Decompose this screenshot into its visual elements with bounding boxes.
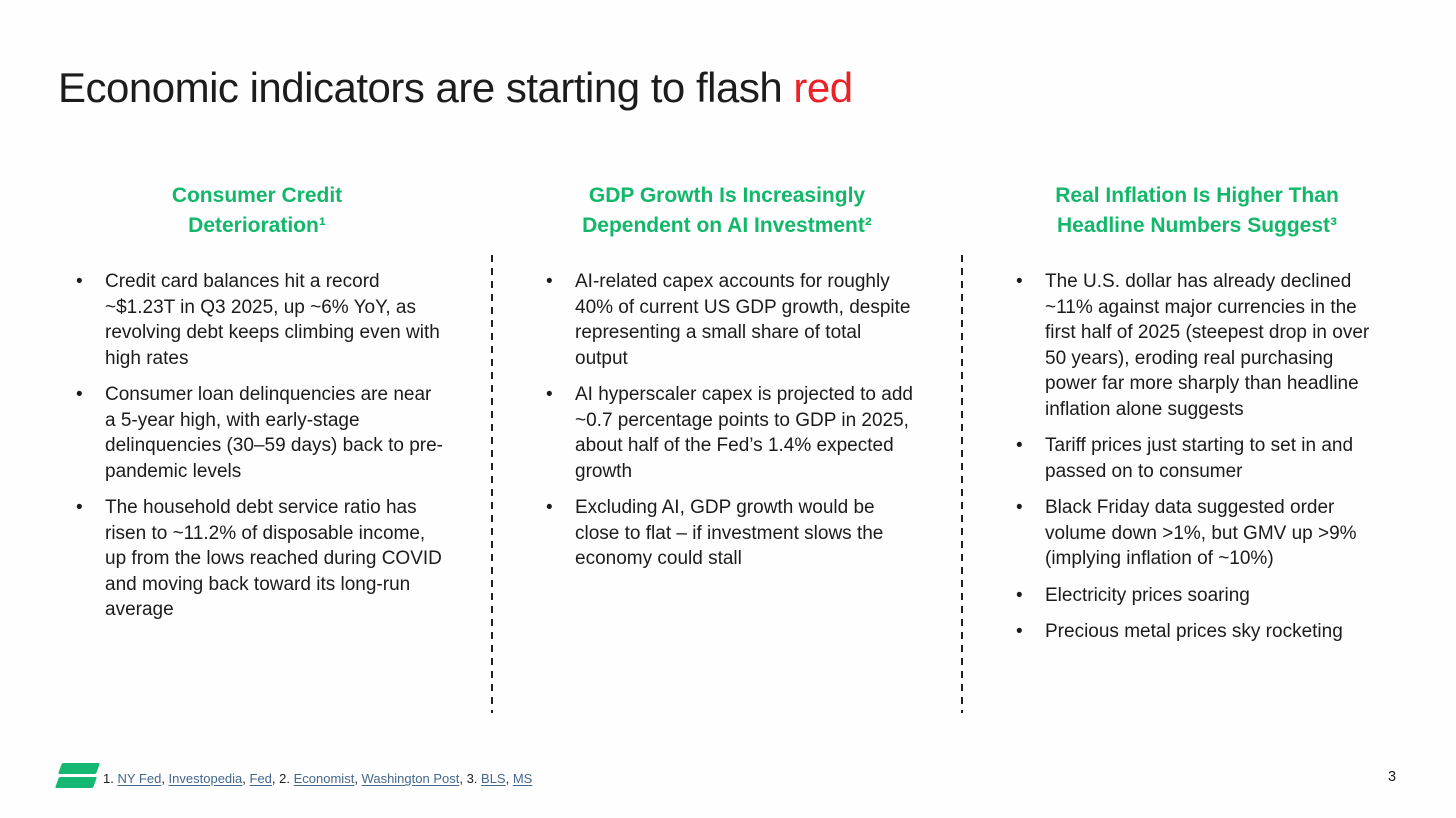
bullet-item: AI-related capex accounts for roughly 40… bbox=[492, 269, 962, 371]
slide-title-main: Economic indicators are starting to flas… bbox=[58, 64, 794, 111]
brand-equals-logo-icon bbox=[54, 763, 101, 790]
heading-line: Dependent on AI Investment² bbox=[582, 214, 872, 237]
slide-title: Economic indicators are starting to flas… bbox=[58, 64, 853, 112]
footnote-text: , bbox=[354, 771, 362, 786]
logo-bar-bottom bbox=[54, 777, 98, 788]
column-heading: Consumer Credit Deterioration¹ bbox=[22, 181, 492, 241]
footnote: 1. NY Fed, Investopedia, Fed, 2. Economi… bbox=[103, 771, 532, 786]
column-heading: Real Inflation Is Higher Than Headline N… bbox=[962, 181, 1432, 241]
footnote-text: , bbox=[505, 771, 513, 786]
column-heading: GDP Growth Is Increasingly Dependent on … bbox=[492, 181, 962, 241]
slide-title-highlight: red bbox=[793, 64, 853, 111]
column-consumer-credit: Consumer Credit Deterioration¹ Credit ca… bbox=[22, 181, 492, 634]
column-divider bbox=[491, 255, 493, 713]
footnote-link-fed[interactable]: Fed bbox=[249, 771, 272, 786]
footnote-link-economist[interactable]: Economist bbox=[293, 771, 355, 786]
bullet-list: AI-related capex accounts for roughly 40… bbox=[492, 269, 962, 572]
bullet-item: Consumer loan delinquencies are near a 5… bbox=[22, 382, 492, 484]
footnote-text: , 3. bbox=[459, 771, 482, 786]
logo-bar-top bbox=[57, 763, 101, 774]
heading-line: Real Inflation Is Higher Than bbox=[1055, 184, 1339, 207]
bullet-item: Excluding AI, GDP growth would be close … bbox=[492, 495, 962, 572]
bullet-item: AI hyperscaler capex is projected to add… bbox=[492, 382, 962, 484]
footnote-text: , bbox=[161, 771, 169, 786]
footnote-text: , 2. bbox=[271, 771, 294, 786]
bullet-item: Credit card balances hit a record ~$1.23… bbox=[22, 269, 492, 371]
bullet-item: The household debt service ratio has ris… bbox=[22, 495, 492, 623]
bullet-item: Black Friday data suggested order volume… bbox=[962, 495, 1432, 572]
bullet-item: Precious metal prices sky rocketing bbox=[962, 619, 1432, 645]
bullet-item: Tariff prices just starting to set in an… bbox=[962, 433, 1432, 484]
page-number: 3 bbox=[1387, 769, 1397, 785]
heading-line: Deterioration¹ bbox=[188, 214, 326, 237]
footnote-link-investopedia[interactable]: Investopedia bbox=[168, 771, 243, 786]
bullet-list: The U.S. dollar has already declined ~11… bbox=[962, 269, 1432, 645]
column-divider bbox=[961, 255, 963, 713]
bullet-list: Credit card balances hit a record ~$1.23… bbox=[22, 269, 492, 623]
footnote-text: , bbox=[242, 771, 250, 786]
bullet-item: Electricity prices soaring bbox=[962, 583, 1432, 609]
footnote-link-washington-post[interactable]: Washington Post bbox=[361, 771, 460, 786]
heading-line: Consumer Credit bbox=[171, 184, 343, 207]
heading-line: GDP Growth Is Increasingly bbox=[588, 184, 866, 207]
heading-line: Headline Numbers Suggest³ bbox=[1056, 214, 1338, 237]
column-gdp-growth: GDP Growth Is Increasingly Dependent on … bbox=[492, 181, 962, 583]
bullet-item: The U.S. dollar has already declined ~11… bbox=[962, 269, 1432, 422]
footnote-text: 1. bbox=[103, 771, 118, 786]
footnote-link-ny-fed[interactable]: NY Fed bbox=[117, 771, 162, 786]
footnote-link-ms[interactable]: MS bbox=[512, 771, 533, 786]
column-real-inflation: Real Inflation Is Higher Than Headline N… bbox=[962, 181, 1432, 656]
footnote-link-bls[interactable]: BLS bbox=[481, 771, 506, 786]
